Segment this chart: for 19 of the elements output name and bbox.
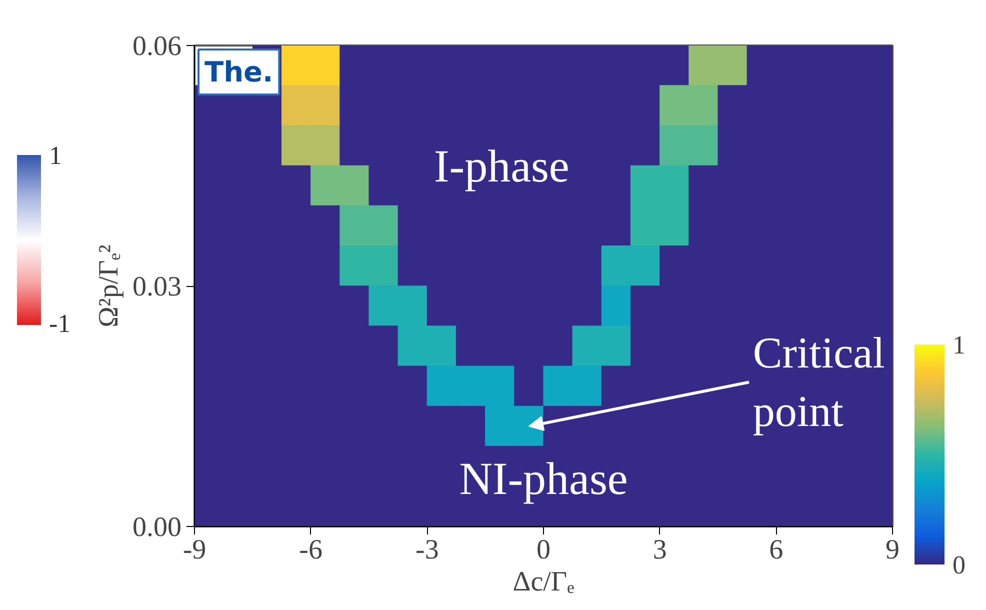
annotation: Critical point	[752, 328, 885, 436]
x-tick-label: 9	[886, 534, 900, 566]
y-tick-label: 0.03	[132, 272, 182, 302]
color-bar-label: 1	[952, 330, 966, 360]
x-tick-label: 0	[536, 534, 550, 566]
x-tick-label: 6	[769, 534, 784, 566]
x-tick-label: -9	[182, 534, 206, 566]
x-tick-label: -3	[416, 534, 439, 566]
annotation: I-phase	[434, 140, 570, 192]
y-tick-label: 0.06	[132, 31, 182, 62]
y-tick-label: 0.00	[132, 512, 182, 543]
y-axis-title: Ω²p/Γₑ²	[94, 244, 124, 328]
x-tick-label: 3	[652, 534, 667, 566]
x-axis-title: Δc/Γₑ	[512, 566, 574, 598]
text: -1	[49, 308, 71, 340]
x-tick-label: -6	[299, 534, 322, 566]
text: 1	[49, 140, 62, 172]
annotation: NI-phase	[459, 452, 628, 504]
annotation: The.	[204, 56, 274, 88]
